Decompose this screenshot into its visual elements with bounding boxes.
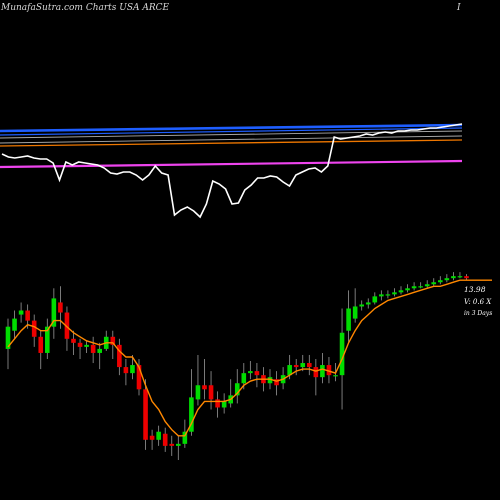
candle-down [71,338,76,343]
candle-up [195,385,201,400]
candle-down [123,367,129,374]
candle-up [320,365,325,378]
candle-up [352,306,358,319]
candle-up [431,282,437,285]
indicator-panel [0,123,463,219]
candle-down [169,443,175,446]
header-mark: I [457,3,461,13]
band-gray-2 [0,135,463,144]
candle-up [51,298,57,327]
candle-down [58,302,63,313]
candle-bodies [5,276,469,446]
volume-label: V: 0.6 X [464,298,492,306]
candle-down [38,336,44,353]
candle-up [97,348,102,353]
candle-up [182,431,188,444]
candle-up [418,286,423,288]
candle-up [398,290,404,293]
moving-average-line [7,279,492,437]
candle-up [267,377,273,384]
candle-up [457,276,463,278]
candle-down [136,365,142,390]
candle-down [215,399,220,408]
candle-down [326,365,332,376]
candle-up [130,365,135,374]
candle-down [313,367,319,378]
candle-up [451,276,456,279]
candle-down [464,276,469,279]
candle-up [241,373,247,384]
candle-up [156,431,161,440]
candle-up [84,344,89,347]
candle-wicks [7,272,467,460]
candle-down [208,385,214,400]
candle-up [339,332,345,376]
band-upper-inner [0,127,463,136]
candle-up [438,280,443,283]
moving-average [7,279,492,437]
candle-up [346,308,351,331]
candle-up [287,365,292,376]
candle-up [392,292,397,295]
candle-up [379,294,384,297]
candle-up [45,326,50,353]
candle-up [405,288,410,291]
candle-down [307,363,312,368]
candle-down [202,385,207,390]
candle-up [365,302,371,305]
candle-up [234,383,240,396]
candle-up [248,371,253,374]
chart-title: MunafaSutra.com Charts USA ARCE [1,3,170,13]
candle-down [274,379,279,386]
candle-up [444,278,450,281]
candle-up [189,397,194,432]
band-orange [0,139,463,147]
candle-down [143,389,148,440]
candle-up [176,443,181,446]
candle-up [5,326,11,349]
band-lower [0,159,463,169]
days-label: in 3 Days [464,310,493,317]
candle-down [293,365,299,368]
candle-down [254,371,260,376]
last-price-label: 13.98 [464,285,486,294]
candle-up [424,284,430,287]
oscillator-line [1,123,463,219]
candle-down [31,320,37,337]
candle-down [110,336,116,345]
candle-up [12,318,17,331]
candle-down [25,310,30,321]
candle-up [385,294,391,296]
candle-down [77,342,83,347]
candle-down [64,312,70,339]
candle-up [300,363,306,368]
candle-up [359,304,364,307]
candle-up [372,296,378,303]
candle-down [162,433,168,446]
candle-up [333,375,338,377]
candle-up [18,310,24,315]
candle-down [90,344,96,353]
candle-up [411,286,417,289]
candle-up [221,401,227,408]
band-upper [0,123,463,133]
candle-down [149,435,155,440]
candle-down [117,344,122,368]
